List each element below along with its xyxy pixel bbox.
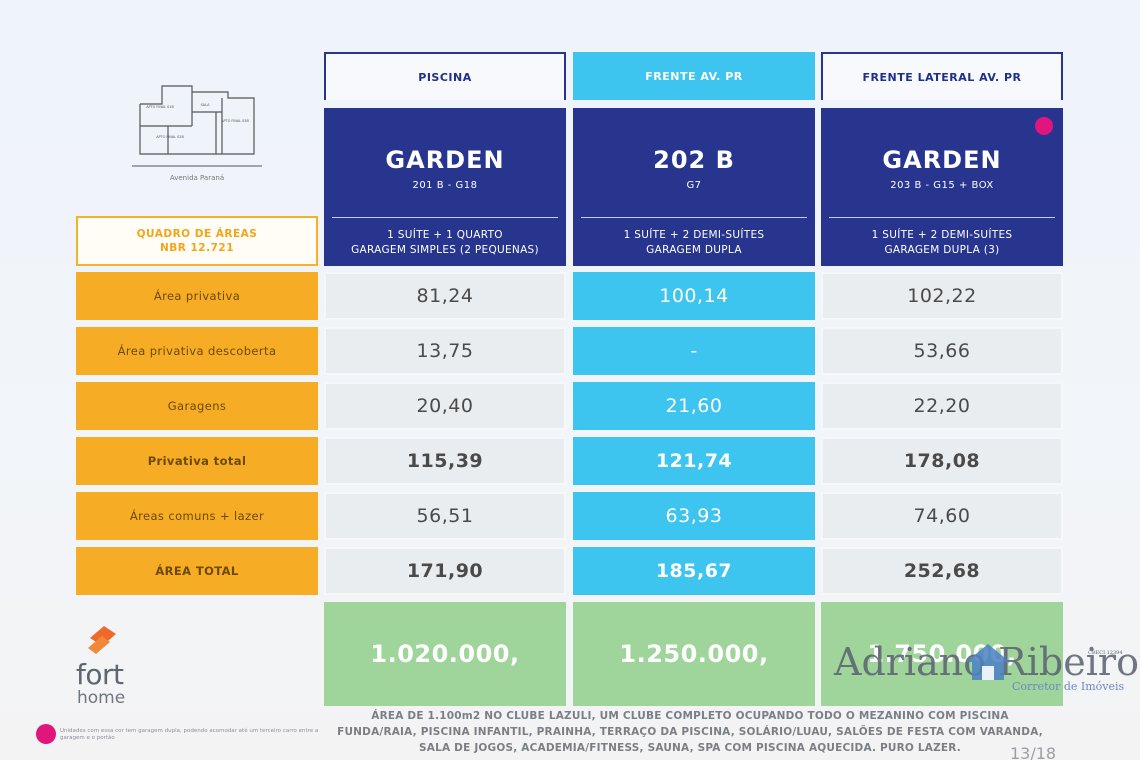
amenities-line3: SALA DE JOGOS, ACADEMIA/FITNESS, SAUNA, … — [419, 742, 961, 754]
plan-room-4: APTO FINAL 02B — [156, 135, 184, 139]
unit-card-2: 202 B G7 1 SUÍTE + 2 DEMI-SUÍTES GARAGEM… — [573, 108, 815, 266]
row-label-area-privativa: Área privativa — [76, 272, 318, 320]
logo-text-home: home — [77, 688, 126, 708]
footnote-text: Unidades com essa cor tem garagem dupla,… — [60, 728, 319, 741]
plan-room-2: SALA — [201, 103, 211, 107]
plan-room-3: APTO FINAL 03B — [221, 119, 249, 123]
table-cell: 13,75 — [324, 327, 566, 375]
unit-description: 1 SUÍTE + 1 QUARTO GARAGEM SIMPLES (2 PE… — [324, 228, 566, 258]
column-header-piscina: PISCINA — [324, 52, 566, 100]
column-header-frente-lateral: FRENTE LATERAL AV. PR — [821, 52, 1063, 100]
unit-desc-line2: GARAGEM DUPLA — [646, 244, 742, 256]
row-label-area-total: ÁREA TOTAL — [76, 547, 318, 595]
price-unit-3: 1.750.000, — [821, 602, 1063, 706]
unit-desc-line1: 1 SUÍTE + 2 DEMI-SUÍTES — [871, 229, 1013, 241]
watermark-subtitle: Corretor de Imóveis — [1012, 680, 1125, 693]
row-label-privativa-total: Privativa total — [76, 437, 318, 485]
table-cell: 20,40 — [324, 382, 566, 430]
table-cell: 178,08 — [821, 437, 1063, 485]
table-cell: 21,60 — [573, 382, 815, 430]
logo-text-fort: fort — [76, 658, 124, 691]
plan-caption: Avenida Paraná — [169, 174, 225, 182]
unit-code: G7 — [686, 180, 702, 191]
areas-title-line1: QUADRO DE ÁREAS — [136, 228, 258, 240]
table-cell: 81,24 — [324, 272, 566, 320]
unit-desc-line1: 1 SUÍTE + 1 QUARTO — [387, 229, 503, 241]
table-cell: 185,67 — [573, 547, 815, 595]
unit-desc-line2: GARAGEM SIMPLES (2 PEQUENAS) — [351, 244, 539, 256]
page-number: 13/18 — [1010, 744, 1057, 760]
unit-card-3: GARDEN 203 B - G15 + BOX 1 SUÍTE + 2 DEM… — [821, 108, 1063, 266]
double-garage-dot-icon — [1035, 117, 1053, 135]
footnote-dot-icon — [36, 724, 56, 744]
table-cell: 56,51 — [324, 492, 566, 540]
table-cell: 53,66 — [821, 327, 1063, 375]
price-unit-2: 1.250.000, — [573, 602, 815, 706]
amenities-line1: ÁREA DE 1.100m2 NO CLUBE LAZULI, UM CLUB… — [371, 710, 1009, 722]
row-label-garagens: Garagens — [76, 382, 318, 430]
column-header-frente: FRENTE AV. PR — [573, 52, 815, 100]
amenities-description: ÁREA DE 1.100m2 NO CLUBE LAZULI, UM CLUB… — [330, 708, 1050, 756]
divider — [829, 217, 1055, 218]
unit-desc-line1: 1 SUÍTE + 2 DEMI-SUÍTES — [623, 229, 765, 241]
unit-name: 202 B — [653, 146, 735, 174]
table-cell: 102,22 — [821, 272, 1063, 320]
price-unit-1: 1.020.000, — [324, 602, 566, 706]
table-cell: 115,39 — [324, 437, 566, 485]
plan-room-1: APTO FINAL 01B — [146, 105, 174, 109]
unit-name: GARDEN — [385, 146, 505, 174]
unit-name: GARDEN — [882, 146, 1002, 174]
unit-desc-line2: GARAGEM DUPLA (3) — [884, 244, 1000, 256]
divider — [332, 217, 558, 218]
unit-code: 203 B - G15 + BOX — [890, 180, 994, 191]
table-cell: 74,60 — [821, 492, 1063, 540]
unit-description: 1 SUÍTE + 2 DEMI-SUÍTES GARAGEM DUPLA — [573, 228, 815, 258]
floor-plan-diagram: APTO FINAL 01B SALA APTO FINAL 03B APTO … — [132, 85, 262, 167]
fort-home-logo-icon — [88, 626, 116, 654]
row-label-area-descoberta: Área privativa descoberta — [76, 327, 318, 375]
divider — [581, 217, 807, 218]
table-cell: 100,14 — [573, 272, 815, 320]
table-cell: 63,93 — [573, 492, 815, 540]
unit-description: 1 SUÍTE + 2 DEMI-SUÍTES GARAGEM DUPLA (3… — [821, 228, 1063, 258]
table-cell: 121,74 — [573, 437, 815, 485]
areas-title-line2: NBR 12.721 — [159, 242, 235, 254]
table-cell: 22,20 — [821, 382, 1063, 430]
areas-table-title: QUADRO DE ÁREAS NBR 12.721 — [76, 216, 318, 266]
table-cell: 252,68 — [821, 547, 1063, 595]
house-icon — [966, 644, 1010, 680]
unit-card-1: GARDEN 201 B - G18 1 SUÍTE + 1 QUARTO GA… — [324, 108, 566, 266]
amenities-line2: FUNDA/RAIA, PISCINA INFANTIL, PRAINHA, T… — [337, 726, 1043, 738]
unit-code: 201 B - G18 — [412, 180, 478, 191]
row-label-areas-comuns: Áreas comuns + lazer — [76, 492, 318, 540]
table-cell: - — [573, 327, 815, 375]
table-cell: 171,90 — [324, 547, 566, 595]
watermark-creci: CRECI 12394 — [1088, 650, 1123, 656]
